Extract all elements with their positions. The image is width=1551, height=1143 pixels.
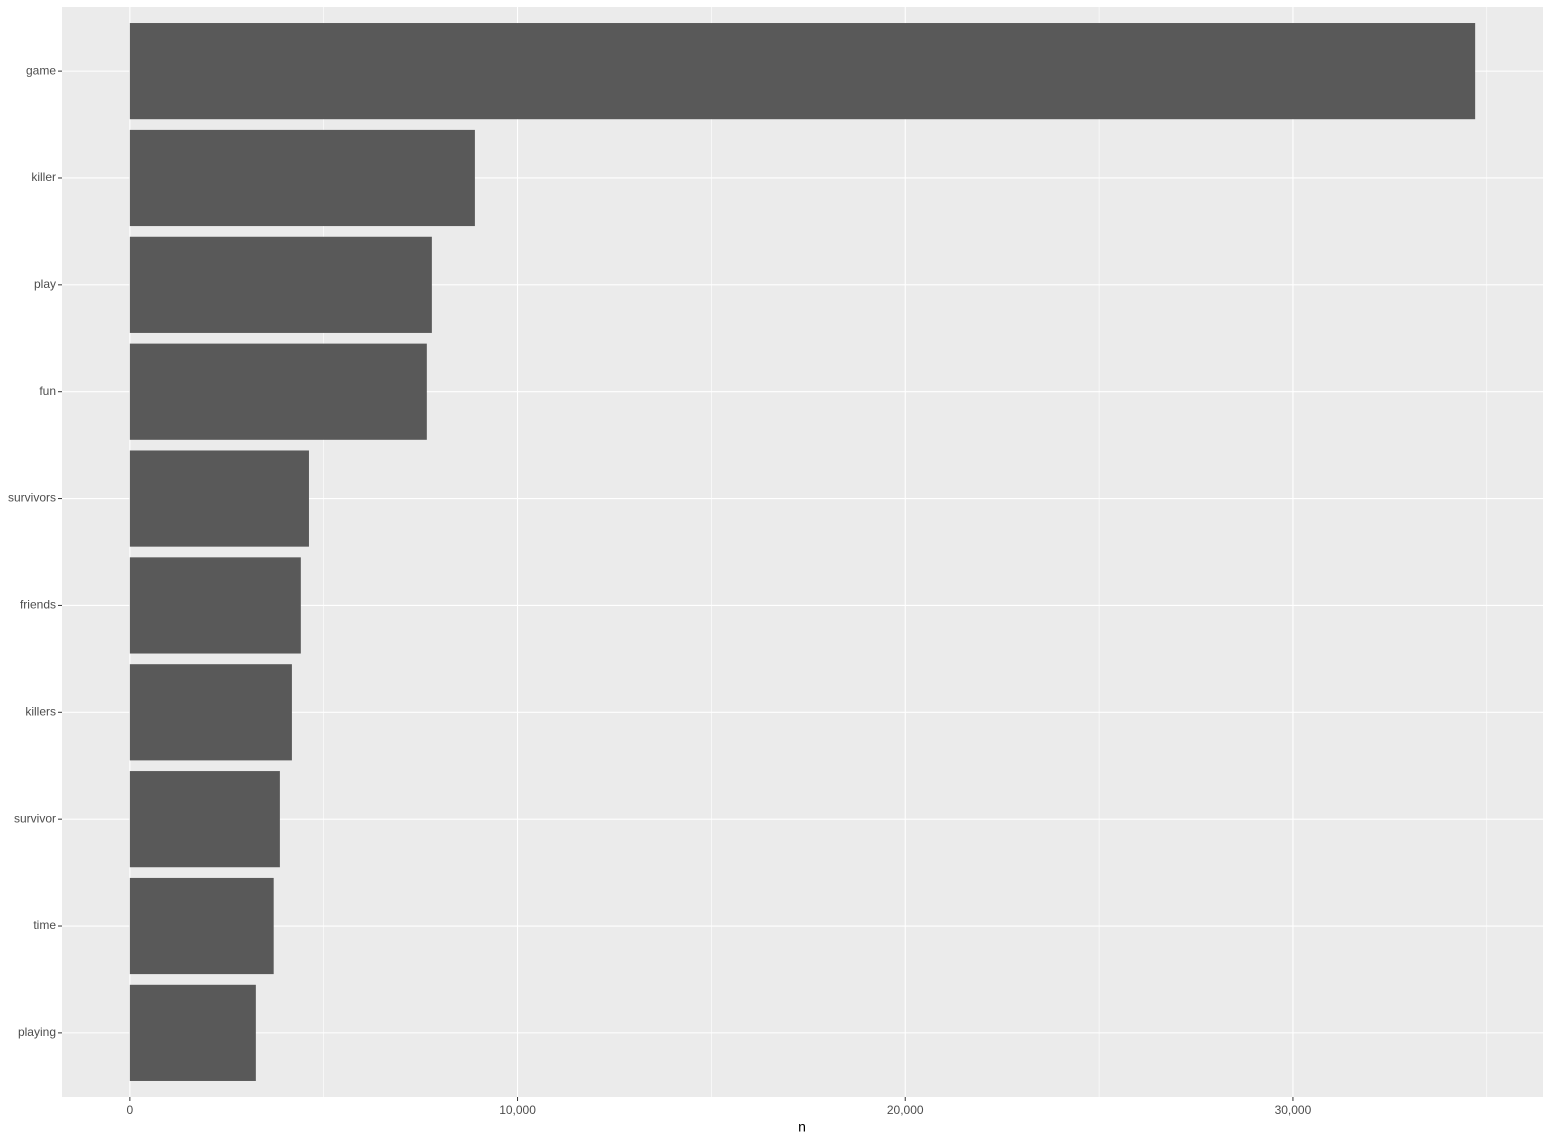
bar: [129, 236, 432, 333]
x-tick-label: 10,000: [499, 1103, 536, 1117]
bar: [129, 771, 280, 868]
y-tick-label: playing: [18, 1025, 56, 1039]
y-tick-label: survivors: [8, 491, 56, 505]
y-tick-label: game: [26, 63, 56, 77]
y-tick-label: fun: [39, 384, 56, 398]
x-axis-title: n: [798, 1119, 806, 1135]
x-tick-label: 30,000: [1275, 1103, 1312, 1117]
y-tick-label: killers: [25, 704, 56, 718]
bar: [129, 23, 1476, 120]
y-tick-label: play: [34, 277, 56, 291]
y-tick-label: friends: [20, 598, 56, 612]
bar: [129, 664, 292, 761]
y-tick-label: survivor: [14, 811, 56, 825]
y-tick-label: time: [33, 918, 56, 932]
bar: [129, 450, 309, 547]
bar: [129, 984, 256, 1081]
bar: [129, 343, 427, 440]
bar: [129, 557, 301, 654]
x-tick-label: 0: [127, 1103, 134, 1117]
bar: [129, 129, 475, 227]
y-tick-label: killer: [31, 170, 56, 184]
bar: [129, 877, 274, 975]
x-tick-label: 20,000: [887, 1103, 924, 1117]
